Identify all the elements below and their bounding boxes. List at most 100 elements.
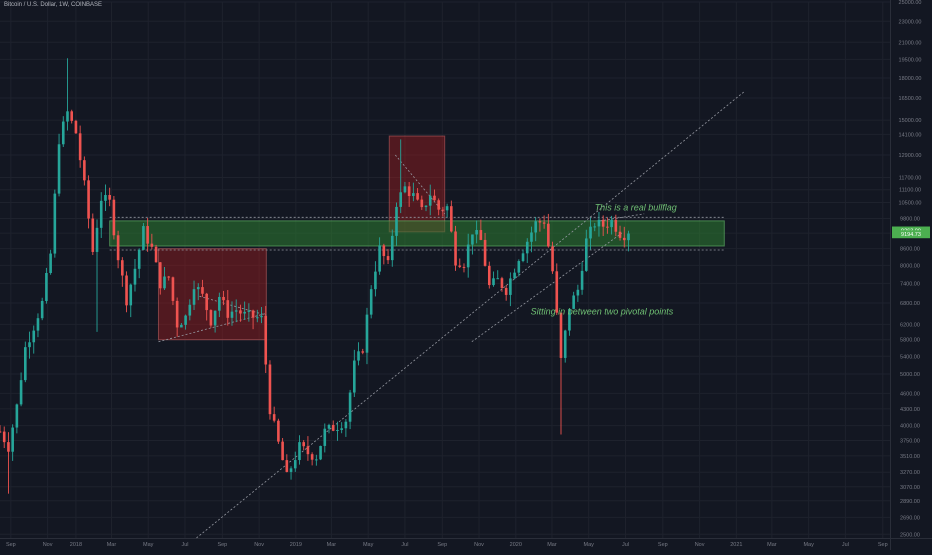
candle-body	[129, 284, 133, 306]
candle-body	[133, 268, 137, 285]
candle	[331, 420, 335, 432]
candle	[49, 249, 52, 275]
x-tick-label: May	[803, 542, 814, 548]
candle-body	[618, 231, 622, 238]
candle-body	[239, 310, 242, 314]
candle-body	[386, 256, 390, 261]
y-tick-label: 8000.00	[900, 263, 920, 269]
candle-body	[277, 420, 280, 442]
candle-body	[606, 226, 609, 228]
candle-body	[158, 262, 162, 289]
candle-body	[209, 310, 213, 326]
candle	[513, 268, 516, 280]
candle	[108, 187, 111, 207]
candle	[125, 271, 128, 313]
candle	[395, 202, 398, 246]
y-tick-label: 6800.00	[900, 301, 920, 307]
candle-body	[251, 310, 255, 318]
candle-body	[180, 324, 183, 328]
candle-body	[163, 276, 166, 289]
candle	[285, 454, 289, 473]
candle	[450, 200, 453, 233]
candle	[487, 261, 491, 289]
candle	[399, 139, 403, 214]
candle-body	[171, 277, 175, 301]
candle-body	[319, 445, 322, 460]
x-tick-label: Nov	[254, 542, 264, 548]
candle	[281, 437, 284, 461]
candle-body	[112, 199, 116, 236]
y-tick-label: 6200.00	[900, 322, 920, 328]
candle	[521, 249, 525, 263]
candle-body	[0, 431, 2, 433]
candle-body	[108, 195, 111, 200]
y-tick-label: 4000.00	[900, 424, 920, 430]
candle	[70, 109, 74, 124]
candle-body	[433, 195, 436, 201]
candle-body	[146, 226, 149, 244]
candle	[542, 215, 546, 229]
y-tick-label: 25000.00	[899, 0, 922, 6]
candle	[525, 238, 529, 263]
candle	[234, 299, 238, 323]
candle-body	[201, 287, 204, 294]
candle	[412, 182, 415, 202]
candle-body	[597, 219, 601, 227]
candle	[99, 192, 103, 238]
candle	[462, 263, 466, 273]
candle-body	[116, 235, 120, 261]
candle-body	[424, 205, 428, 208]
candle-body	[184, 315, 187, 325]
candle	[154, 244, 158, 263]
candle	[243, 301, 246, 320]
y-tick-label: 5000.00	[900, 372, 920, 378]
candle	[327, 423, 331, 434]
candle-body	[327, 424, 331, 429]
candle-body	[466, 244, 470, 268]
candle-body	[530, 232, 533, 242]
candle-body	[458, 265, 462, 267]
candle-body	[264, 315, 268, 365]
candle	[192, 280, 196, 311]
candle	[196, 283, 200, 301]
candle	[344, 419, 348, 437]
candle-body	[32, 330, 36, 343]
candle-body	[99, 200, 103, 228]
candle	[28, 331, 31, 359]
candle-body	[450, 206, 453, 232]
candle-body	[91, 218, 95, 252]
candle	[91, 213, 95, 256]
candle-body	[542, 222, 546, 224]
candle	[205, 292, 208, 321]
candle-body	[471, 234, 474, 245]
candle	[133, 258, 137, 292]
y-tick-label: 23000.00	[899, 19, 922, 25]
candle-body	[420, 199, 424, 208]
candle-body	[95, 227, 99, 252]
candle-body	[104, 195, 107, 201]
candle	[576, 284, 580, 302]
candle-body	[378, 245, 381, 272]
candle-body	[534, 221, 537, 233]
candle-body	[441, 209, 445, 211]
red-box	[388, 135, 446, 233]
y-tick-label: 16500.00	[899, 96, 922, 102]
candle	[260, 307, 263, 324]
candle	[584, 229, 588, 272]
x-axis: Sep Nov 2018 Mar May Jul Sep Nov 2019 Mar May Jul Se…	[0, 538, 932, 548]
candle	[610, 215, 613, 235]
candle	[606, 217, 609, 234]
candle-body	[15, 404, 19, 428]
candle	[61, 116, 65, 148]
candle	[7, 432, 10, 494]
candle-body	[500, 278, 504, 288]
candle-body	[298, 442, 301, 461]
x-tick-label: Jul	[622, 542, 629, 548]
candle	[272, 406, 276, 423]
annotation-text: This is a real bullflag	[595, 202, 677, 212]
trendline	[600, 213, 645, 222]
y-tick-label: 9800.00	[900, 216, 920, 222]
candle	[163, 266, 166, 290]
candle	[32, 325, 36, 354]
